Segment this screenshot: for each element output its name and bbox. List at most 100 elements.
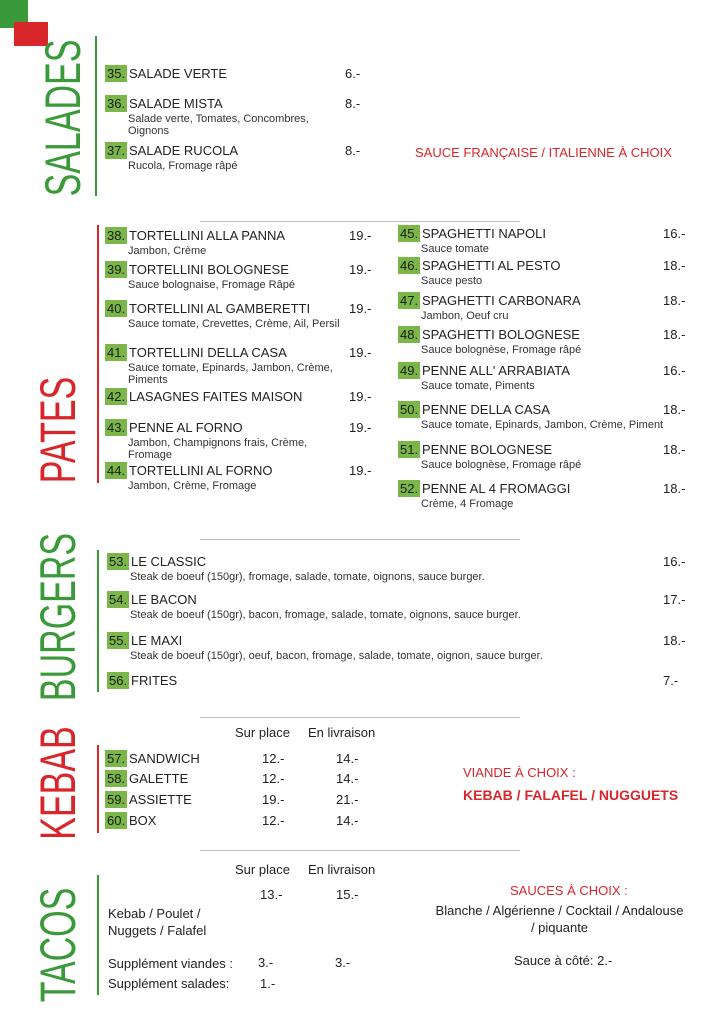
note-choices: KEBAB / FALAFEL / NUGGUETS: [463, 787, 679, 803]
item-description: Sauce tomate, Piments: [421, 380, 535, 392]
item-number: 50.: [398, 401, 421, 418]
item-price: 14.-: [336, 751, 359, 766]
item-description: Sauce tomate, Crevettes, Crème, Ail, Per…: [128, 318, 340, 330]
item-name: SALADE VERTE: [129, 66, 228, 81]
item-number: 51.: [398, 441, 421, 458]
item-number: 52.: [398, 480, 421, 497]
item-name: TORTELLINI AL FORNO: [129, 463, 273, 478]
item-number: 45.: [398, 225, 421, 242]
item-description: Sauce bolognaise, Fromage Râpé: [128, 279, 295, 291]
item-description: Crème, 4 Fromage: [421, 498, 514, 510]
note-label: VIANDE À CHOIX :: [463, 765, 576, 780]
section-rule: [97, 550, 99, 692]
item-name: FRITES: [131, 673, 178, 688]
item-number: 57.: [105, 750, 128, 767]
row-label: Kebab / Poulet / Nuggets / Falafel: [108, 906, 207, 938]
item-number: 49.: [398, 362, 421, 379]
column-header: En livraison: [308, 725, 376, 740]
item-description: Sauce bolognèse, Fromage râpé: [421, 459, 582, 471]
item-price: 12.-: [262, 813, 285, 828]
section-rule: [97, 225, 99, 483]
item-price: 16.-: [663, 363, 686, 378]
item-name: SALADE MISTA: [129, 96, 223, 111]
item-number: 36.: [105, 95, 128, 112]
item-price: 16.-: [663, 226, 686, 241]
section-title: PATES: [30, 376, 86, 484]
item-number: 39.: [105, 261, 128, 278]
sauce-note: SAUCE FRANÇAISE / ITALIENNE À CHOIX: [415, 145, 672, 160]
row-label: Supplément viandes :: [108, 956, 234, 971]
item-price: 18.-: [663, 327, 686, 342]
item-number: 41.: [105, 344, 128, 361]
item-number: 54.: [107, 591, 130, 608]
item-price: 21.-: [336, 792, 359, 807]
column-header: Sur place: [235, 725, 290, 740]
sauce-side: Sauce à côté: 2.-: [514, 953, 613, 968]
section-rule: [97, 875, 99, 995]
item-name: TORTELLINI BOLOGNESE: [129, 262, 289, 277]
item-number: 60.: [105, 812, 128, 829]
item-name: SPAGHETTI BOLOGNESE: [422, 327, 580, 342]
item-price: 16.-: [663, 554, 686, 569]
row-price: 3.-: [258, 955, 274, 970]
item-description: Jambon, Champignons frais, Crème, Fromag…: [128, 437, 308, 461]
item-name: PENNE ALL' ARRABIATA: [422, 363, 570, 378]
item-name: SPAGHETTI CARBONARA: [422, 293, 581, 308]
item-price: 19.-: [349, 345, 372, 360]
item-price: 17.-: [663, 592, 686, 607]
item-price: 19.-: [349, 301, 372, 316]
item-price: 6.-: [345, 66, 361, 81]
item-price: 18.-: [663, 442, 686, 457]
item-name: LASAGNES FAITES MAISON: [129, 389, 303, 404]
item-price: 19.-: [349, 389, 372, 404]
item-name: SANDWICH: [129, 751, 200, 766]
item-name: TORTELLINI ALLA PANNA: [129, 228, 286, 243]
item-price: 8.-: [345, 143, 361, 158]
item-description: Steak de boeuf (150gr), fromage, salade,…: [130, 571, 485, 583]
item-price: 7.-: [663, 673, 679, 688]
section-title: KEBAB: [30, 726, 86, 840]
item-description: Steak de boeuf (150gr), oeuf, bacon, fro…: [130, 650, 543, 662]
item-name: SPAGHETTI NAPOLI: [422, 226, 547, 241]
item-description: Jambon, Crème: [128, 245, 207, 257]
item-name: PENNE DELLA CASA: [422, 402, 550, 417]
divider: [200, 850, 520, 851]
divider: [200, 539, 520, 540]
item-price: 14.-: [336, 771, 359, 786]
item-number: 42.: [105, 388, 128, 405]
item-description: Jambon, Crème, Fromage: [128, 480, 257, 492]
item-name: SPAGHETTI AL PESTO: [422, 258, 561, 273]
sauce-list: Blanche / Algérienne / Cocktail / Andalo…: [435, 903, 684, 935]
item-price: 19.-: [349, 262, 372, 277]
row-price: 13.-: [260, 887, 283, 902]
section-rule: [95, 36, 97, 196]
item-number: 48.: [398, 326, 421, 343]
item-description: Rucola, Fromage râpé: [128, 160, 238, 172]
item-name: LE MAXI: [131, 633, 183, 648]
row-price: 3.-: [335, 955, 351, 970]
divider: [200, 221, 520, 222]
item-description: Sauce bolognèse, Fromage râpé: [421, 344, 582, 356]
item-name: LE CLASSIC: [131, 554, 207, 569]
item-price: 18.-: [663, 402, 686, 417]
section-rule: [97, 745, 99, 833]
item-price: 18.-: [663, 481, 686, 496]
item-number: 59.: [105, 791, 128, 808]
corner-red: [14, 22, 48, 46]
item-number: 56.: [107, 672, 130, 689]
column-header: En livraison: [308, 862, 376, 877]
section-title: SALADES: [35, 39, 91, 197]
divider: [200, 717, 520, 718]
item-price: 8.-: [345, 96, 361, 111]
item-price: 18.-: [663, 633, 686, 648]
item-description: Steak de boeuf (150gr), bacon, fromage, …: [130, 609, 521, 621]
item-number: 37.: [105, 142, 128, 159]
item-price: 12.-: [262, 771, 285, 786]
item-number: 43.: [105, 419, 128, 436]
item-number: 47.: [398, 292, 421, 309]
item-number: 55.: [107, 632, 130, 649]
item-name: LE BACON: [131, 592, 197, 607]
sauce-label: SAUCES À CHOIX :: [510, 883, 628, 898]
item-price: 12.-: [262, 751, 285, 766]
item-number: 46.: [398, 257, 421, 274]
